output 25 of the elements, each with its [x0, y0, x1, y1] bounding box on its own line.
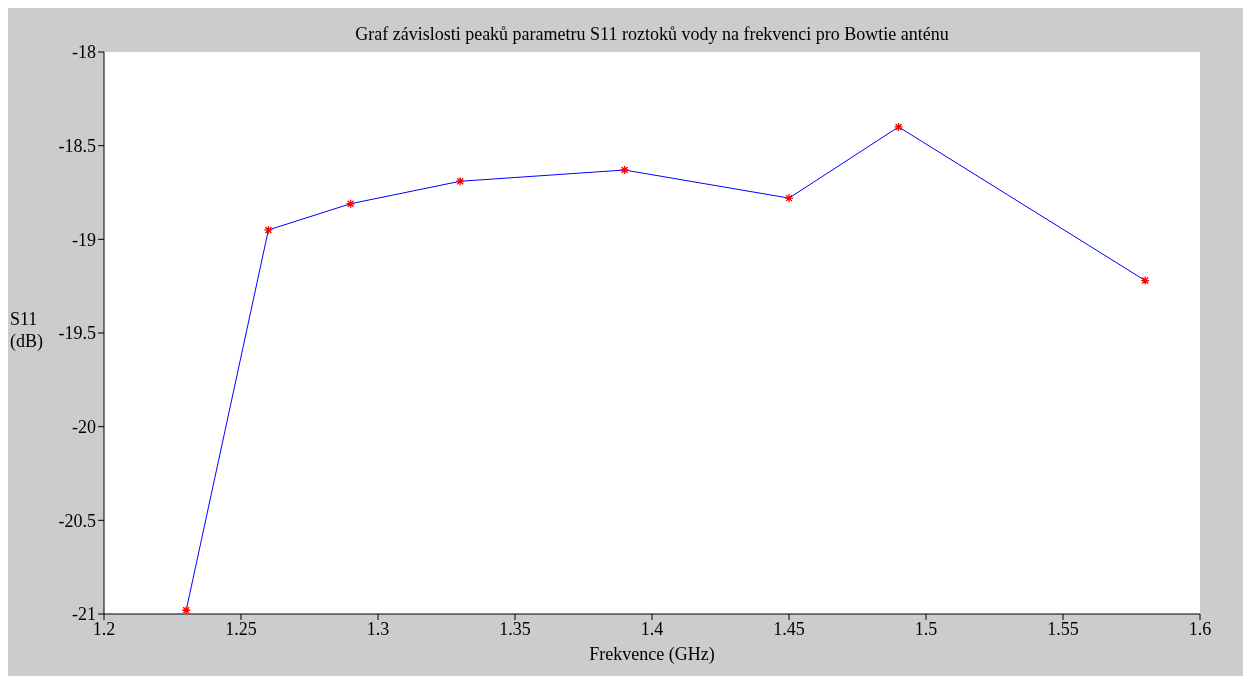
y-tick-label: -18: [72, 42, 96, 63]
point: [893, 122, 904, 132]
y-tick-label: -19: [72, 229, 96, 250]
point: [784, 193, 794, 203]
x-axis-title: Frekvence (GHz): [588, 644, 716, 665]
x-tick-label: 1.25: [225, 618, 257, 639]
y-axis-title: S11 (dB): [10, 308, 44, 352]
x-tick-label: 1.6: [1188, 618, 1212, 639]
y-tick-label: -20: [72, 417, 96, 438]
x-tick-label: 1.35: [499, 618, 531, 639]
x-tick-label: 1.4: [640, 618, 664, 639]
point: [619, 165, 630, 175]
x-tick-label: 1.5: [914, 618, 938, 639]
x-tick-label: 1.45: [773, 618, 805, 639]
point: [345, 199, 356, 209]
y-tick-label: -18.5: [58, 136, 96, 157]
point: [181, 605, 191, 614]
chart-title: Graf závislosti peaků parametru S11 roztoků vody na frekvenci pro Bowtie anténu: [354, 24, 950, 45]
y-tick-label: -19.5: [58, 323, 96, 344]
y-tick-label: -20.5: [58, 510, 96, 531]
point: [263, 225, 274, 235]
point: [455, 176, 465, 186]
x-tick-label: 1.3: [366, 618, 390, 639]
point: [1140, 275, 1150, 286]
x-tick-label: 1.55: [1047, 618, 1079, 639]
